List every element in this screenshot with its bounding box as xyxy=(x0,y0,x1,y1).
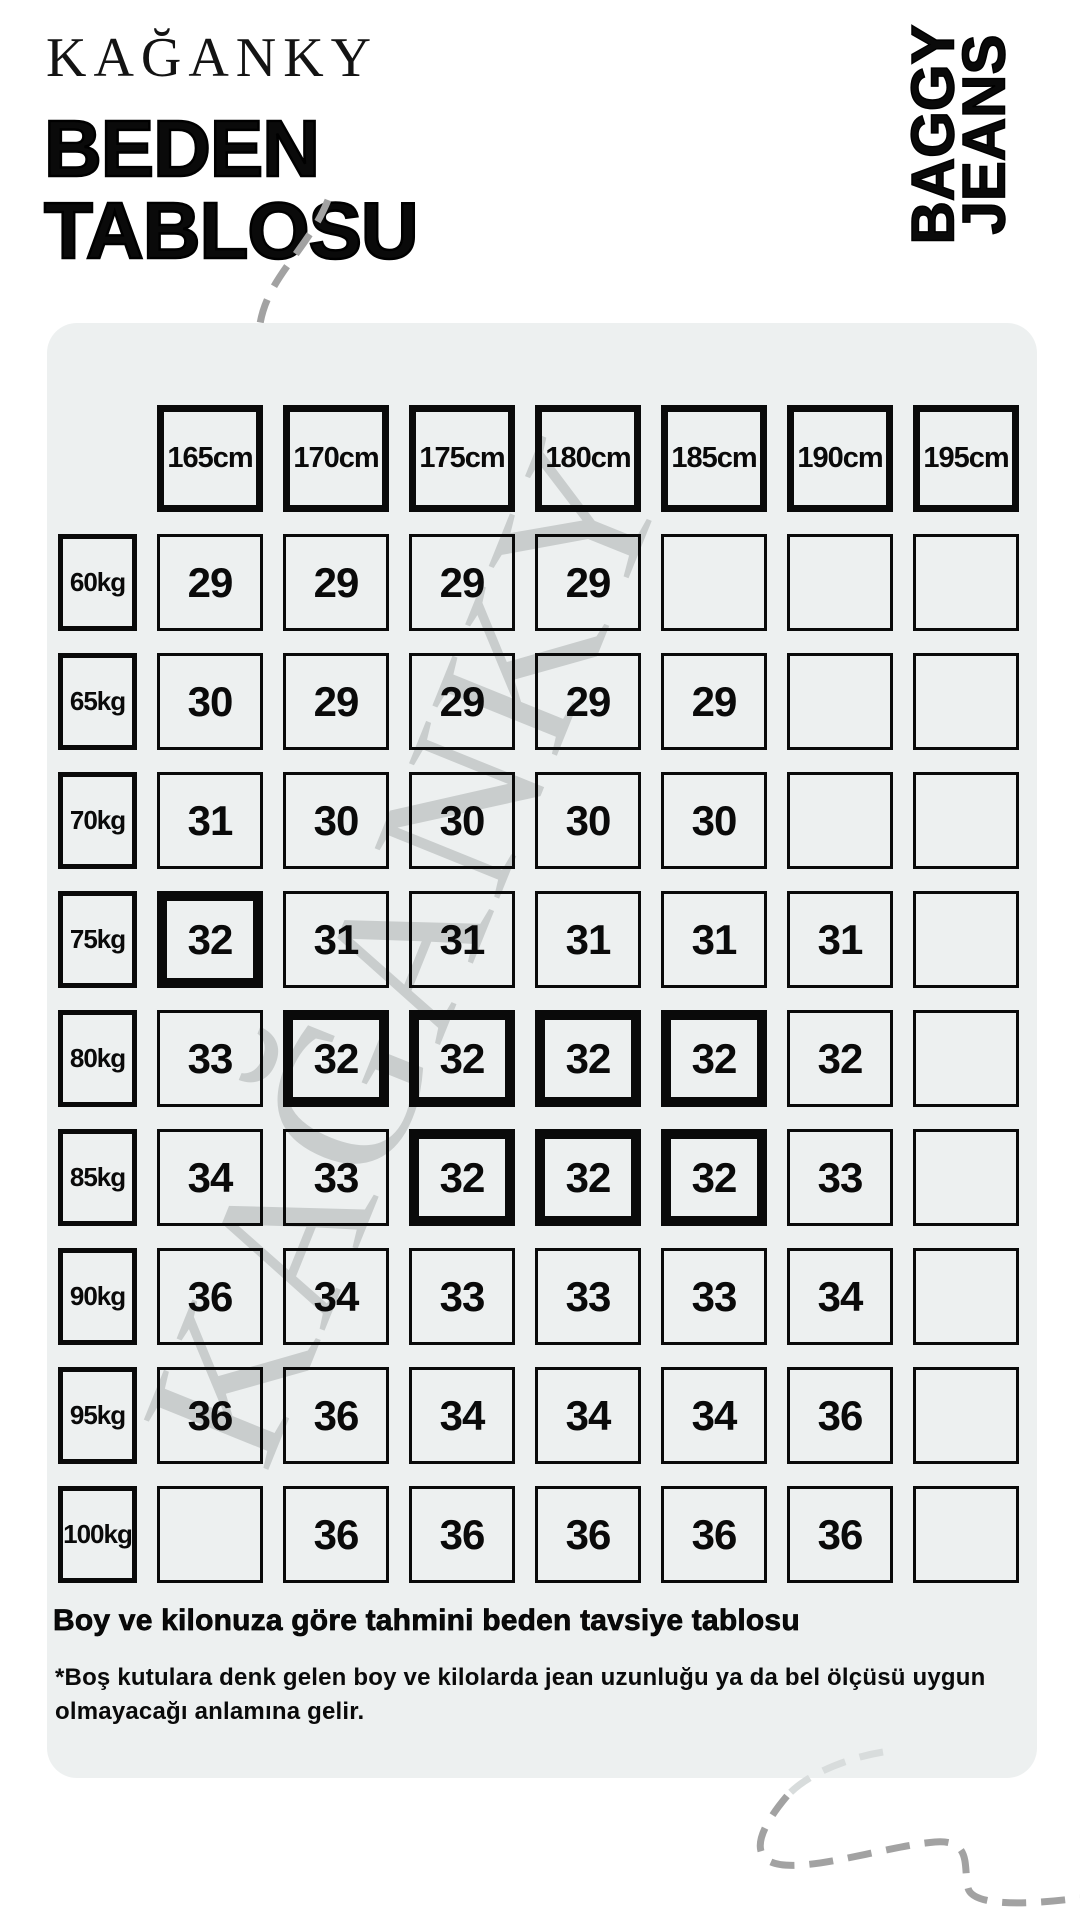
size-cell-85kg-190cm: 33 xyxy=(787,1129,893,1226)
weight-header-cell-85kg: 85kg xyxy=(58,1129,137,1226)
size-cell-75kg-175cm: 31 xyxy=(409,891,515,988)
size-cell-80kg-185cm: 32 xyxy=(661,1010,767,1107)
height-header-cell-165cm: 165cm xyxy=(157,405,263,512)
size-cell-70kg-195cm xyxy=(913,772,1019,869)
footnote: *Boş kutulara denk gelen boy ve kilolard… xyxy=(55,1664,986,1725)
size-cell-90kg-190cm: 34 xyxy=(787,1248,893,1345)
size-cell-80kg-190cm: 32 xyxy=(787,1010,893,1107)
size-cell-80kg-165cm: 33 xyxy=(157,1010,263,1107)
size-cell-70kg-170cm: 30 xyxy=(283,772,389,869)
size-cell-65kg-195cm xyxy=(913,653,1019,750)
size-cell-75kg-165cm: 32 xyxy=(157,891,263,988)
size-cell-95kg-180cm: 34 xyxy=(535,1367,641,1464)
size-cell-60kg-170cm: 29 xyxy=(283,534,389,631)
caption: Boy ve kilonuza göre tahmini beden tavsi… xyxy=(53,1604,800,1638)
height-header-cell-190cm: 190cm xyxy=(787,405,893,512)
size-cell-90kg-165cm: 36 xyxy=(157,1248,263,1345)
size-cell-80kg-170cm: 32 xyxy=(283,1010,389,1107)
size-cell-85kg-180cm: 32 xyxy=(535,1129,641,1226)
size-cell-85kg-185cm: 32 xyxy=(661,1129,767,1226)
size-cell-70kg-165cm: 31 xyxy=(157,772,263,869)
size-cell-65kg-190cm xyxy=(787,653,893,750)
size-cell-100kg-165cm xyxy=(157,1486,263,1583)
size-grid: 165cm 170cm 175cm 180cm 185cm 190cm 195cm 60kg 2… xyxy=(58,405,1019,1583)
brand-logo: KAĞANKY xyxy=(46,27,379,89)
size-cell-90kg-175cm: 33 xyxy=(409,1248,515,1345)
size-cell-90kg-180cm: 33 xyxy=(535,1248,641,1345)
weight-header-cell-90kg: 90kg xyxy=(58,1248,137,1345)
size-cell-80kg-175cm: 32 xyxy=(409,1010,515,1107)
size-cell-75kg-185cm: 31 xyxy=(661,891,767,988)
weight-header-cell-65kg: 65kg xyxy=(58,653,137,750)
size-cell-100kg-170cm: 36 xyxy=(283,1486,389,1583)
size-cell-75kg-180cm: 31 xyxy=(535,891,641,988)
size-cell-60kg-195cm xyxy=(913,534,1019,631)
size-cell-100kg-190cm: 36 xyxy=(787,1486,893,1583)
weight-header-cell-75kg: 75kg xyxy=(58,891,137,988)
size-cell-90kg-185cm: 33 xyxy=(661,1248,767,1345)
size-cell-75kg-170cm: 31 xyxy=(283,891,389,988)
height-header-cell-195cm: 195cm xyxy=(913,405,1019,512)
size-cell-60kg-180cm: 29 xyxy=(535,534,641,631)
size-cell-75kg-190cm: 31 xyxy=(787,891,893,988)
size-cell-65kg-180cm: 29 xyxy=(535,653,641,750)
size-cell-70kg-190cm xyxy=(787,772,893,869)
height-header-cell-170cm: 170cm xyxy=(283,405,389,512)
weight-header-cell-80kg: 80kg xyxy=(58,1010,137,1107)
size-cell-100kg-185cm: 36 xyxy=(661,1486,767,1583)
size-cell-80kg-195cm xyxy=(913,1010,1019,1107)
corner-spacer xyxy=(58,405,137,512)
size-cell-60kg-175cm: 29 xyxy=(409,534,515,631)
weight-header-cell-95kg: 95kg xyxy=(58,1367,137,1464)
side-label: BAGGY JEANS xyxy=(898,23,1018,245)
size-cell-65kg-175cm: 29 xyxy=(409,653,515,750)
size-cell-75kg-195cm xyxy=(913,891,1019,988)
size-cell-85kg-170cm: 33 xyxy=(283,1129,389,1226)
side-label-line2: JEANS xyxy=(949,33,1018,235)
height-header-cell-185cm: 185cm xyxy=(661,405,767,512)
size-table-panel: KAĞANKY 165cm 170cm 175cm 180cm 185cm 190cm 19… xyxy=(47,323,1037,1778)
size-cell-60kg-190cm xyxy=(787,534,893,631)
size-cell-100kg-175cm: 36 xyxy=(409,1486,515,1583)
size-cell-95kg-165cm: 36 xyxy=(157,1367,263,1464)
size-cell-65kg-165cm: 30 xyxy=(157,653,263,750)
size-cell-85kg-175cm: 32 xyxy=(409,1129,515,1226)
size-cell-65kg-170cm: 29 xyxy=(283,653,389,750)
size-cell-60kg-185cm xyxy=(661,534,767,631)
size-cell-100kg-195cm xyxy=(913,1486,1019,1583)
page-title-line1: BEDEN xyxy=(43,104,322,193)
size-cell-85kg-165cm: 34 xyxy=(157,1129,263,1226)
page-title-line2: TABLOSU xyxy=(43,186,420,275)
side-label-rotated: BAGGY JEANS xyxy=(898,23,1018,245)
size-cell-70kg-185cm: 30 xyxy=(661,772,767,869)
weight-header-cell-100kg: 100kg xyxy=(58,1486,137,1583)
page-title: BEDEN TABLOSU xyxy=(43,104,420,275)
weight-header-cell-60kg: 60kg xyxy=(58,534,137,631)
size-cell-85kg-195cm xyxy=(913,1129,1019,1226)
size-cell-80kg-180cm: 32 xyxy=(535,1010,641,1107)
size-cell-60kg-165cm: 29 xyxy=(157,534,263,631)
bottom-squiggle-decoration xyxy=(756,1748,1080,1907)
size-cell-95kg-195cm xyxy=(913,1367,1019,1464)
size-cell-95kg-175cm: 34 xyxy=(409,1367,515,1464)
size-cell-90kg-170cm: 34 xyxy=(283,1248,389,1345)
height-header-cell-180cm: 180cm xyxy=(535,405,641,512)
size-cell-95kg-190cm: 36 xyxy=(787,1367,893,1464)
size-cell-100kg-180cm: 36 xyxy=(535,1486,641,1583)
size-cell-65kg-185cm: 29 xyxy=(661,653,767,750)
size-cell-95kg-185cm: 34 xyxy=(661,1367,767,1464)
size-cell-70kg-175cm: 30 xyxy=(409,772,515,869)
size-cell-95kg-170cm: 36 xyxy=(283,1367,389,1464)
height-header-cell-175cm: 175cm xyxy=(409,405,515,512)
weight-header-cell-70kg: 70kg xyxy=(58,772,137,869)
size-cell-90kg-195cm xyxy=(913,1248,1019,1345)
size-cell-70kg-180cm: 30 xyxy=(535,772,641,869)
